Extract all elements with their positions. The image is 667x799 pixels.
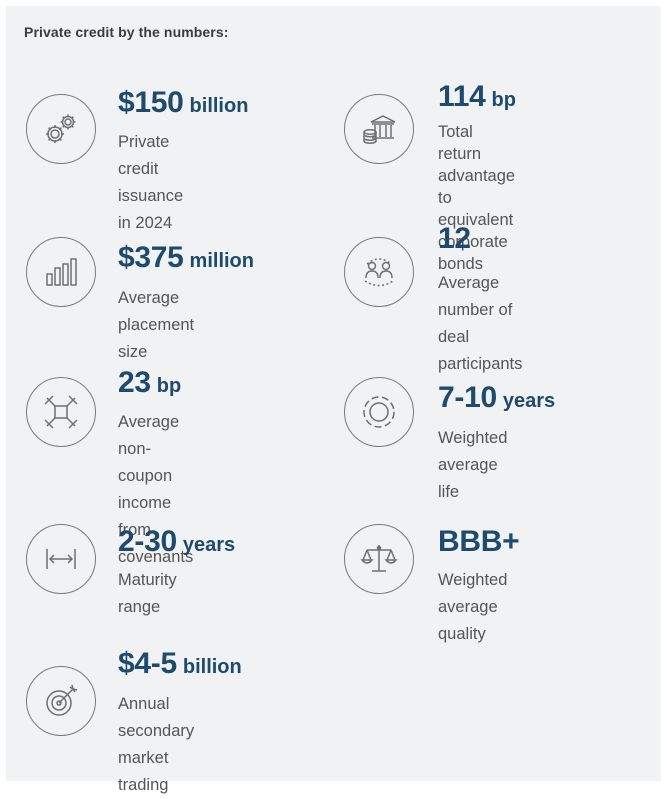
stat-value: 23 (118, 366, 151, 399)
stat-unit: million (189, 250, 254, 272)
bullseye-arrow-icon (26, 666, 96, 736)
stat-unit: bp (491, 89, 516, 111)
scales-icon (344, 524, 414, 594)
stat-unit: billion (182, 656, 242, 678)
stat-description: Average non-coupon income from covenants (118, 413, 194, 566)
stat-value: BBB+ (438, 525, 520, 558)
gears-icon (26, 94, 96, 164)
stat-description: Average number of deal participants (438, 274, 523, 373)
people-group-icon (344, 237, 414, 307)
stat-description: Average placement size (118, 289, 195, 361)
stat-description: Annual secondary market trading (118, 695, 195, 794)
stat-value: $150 (118, 86, 184, 119)
bar-chart-icon (26, 237, 96, 307)
stat-value: 2-30 (118, 525, 177, 558)
stat-value: 12 (438, 222, 471, 255)
stat-description: Total return advantage to equivalent cor… (438, 123, 516, 273)
stats-panel: Private credit by the numbers: $150 billi… (6, 6, 661, 794)
horizontal-range-icon (26, 524, 96, 594)
stat-unit: bp (156, 375, 182, 397)
stat-description: Weighted average life (438, 429, 508, 501)
stat-value: $375 (118, 241, 184, 274)
target-rings-icon (344, 377, 414, 447)
bank-coins-icon (344, 94, 414, 164)
stat-unit: years (502, 390, 556, 412)
stat-description: Maturity range (118, 571, 177, 616)
arrows-converge-icon (26, 377, 96, 447)
stat-unit: years (182, 534, 236, 556)
stat-value: 114 (438, 80, 486, 113)
stat-value: 7-10 (438, 381, 497, 414)
stat-unit: billion (189, 95, 249, 117)
stat-value: $4-5 (118, 647, 177, 680)
stat-description: Private credit issuance in 2024 (118, 133, 184, 232)
stat-description: Weighted average quality (438, 571, 508, 643)
panel-heading: Private credit by the numbers: (24, 24, 229, 40)
